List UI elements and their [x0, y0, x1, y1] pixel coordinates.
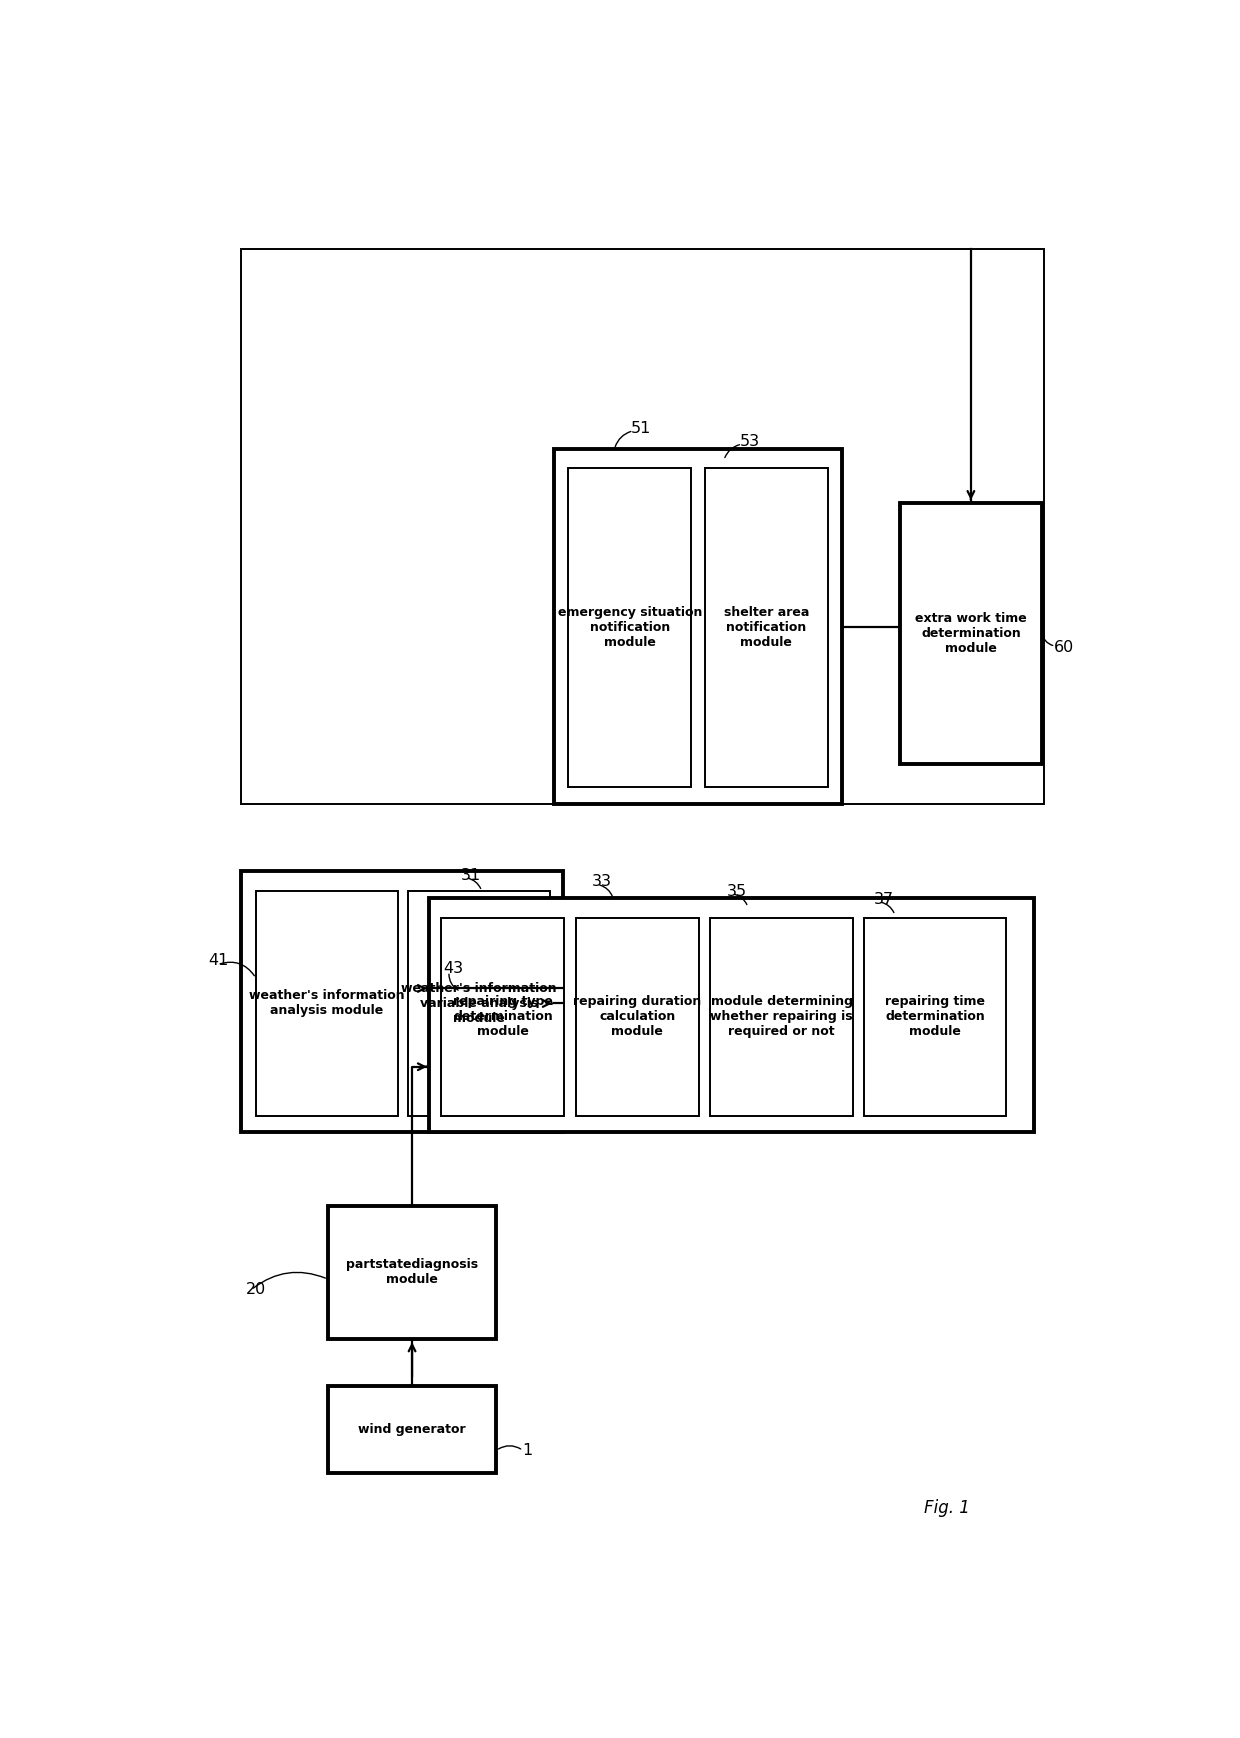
Text: weather's information
analysis module: weather's information analysis module: [249, 989, 404, 1017]
Text: 60: 60: [1054, 640, 1074, 655]
FancyBboxPatch shape: [429, 899, 1034, 1131]
FancyBboxPatch shape: [575, 918, 699, 1116]
FancyBboxPatch shape: [711, 918, 853, 1116]
Text: 33: 33: [593, 874, 613, 890]
Text: 31: 31: [460, 867, 481, 883]
Text: 1: 1: [522, 1443, 532, 1458]
FancyBboxPatch shape: [441, 918, 564, 1116]
Text: 20: 20: [247, 1283, 267, 1297]
Text: extra work time
determination
module: extra work time determination module: [915, 612, 1027, 655]
Text: 37: 37: [874, 892, 894, 907]
Text: wind generator: wind generator: [358, 1423, 466, 1436]
FancyBboxPatch shape: [327, 1206, 496, 1340]
Text: module determining
whether repairing is
required or not: module determining whether repairing is …: [711, 996, 853, 1038]
FancyBboxPatch shape: [242, 871, 563, 1131]
FancyBboxPatch shape: [864, 918, 1007, 1116]
FancyBboxPatch shape: [255, 892, 398, 1116]
Text: repairing type
determination
module: repairing type determination module: [453, 996, 553, 1038]
Text: 51: 51: [631, 421, 651, 436]
Text: 43: 43: [444, 961, 464, 977]
Text: 41: 41: [208, 952, 228, 968]
FancyBboxPatch shape: [568, 468, 691, 787]
Text: repairing duration
calculation
module: repairing duration calculation module: [573, 996, 702, 1038]
Text: 35: 35: [727, 883, 746, 899]
Text: 53: 53: [739, 434, 759, 448]
Text: emergency situation
notification
module: emergency situation notification module: [558, 607, 702, 648]
FancyBboxPatch shape: [900, 502, 1042, 765]
Text: Fig. 1: Fig. 1: [924, 1500, 970, 1517]
Text: shelter area
notification
module: shelter area notification module: [723, 607, 808, 648]
FancyBboxPatch shape: [408, 892, 551, 1116]
Text: weather's information
variable analysis
module: weather's information variable analysis …: [401, 982, 557, 1025]
FancyBboxPatch shape: [327, 1387, 496, 1474]
Text: repairing time
determination
module: repairing time determination module: [885, 996, 986, 1038]
FancyBboxPatch shape: [554, 450, 842, 805]
Text: partstatediagnosis
module: partstatediagnosis module: [346, 1258, 479, 1286]
FancyBboxPatch shape: [704, 468, 828, 787]
